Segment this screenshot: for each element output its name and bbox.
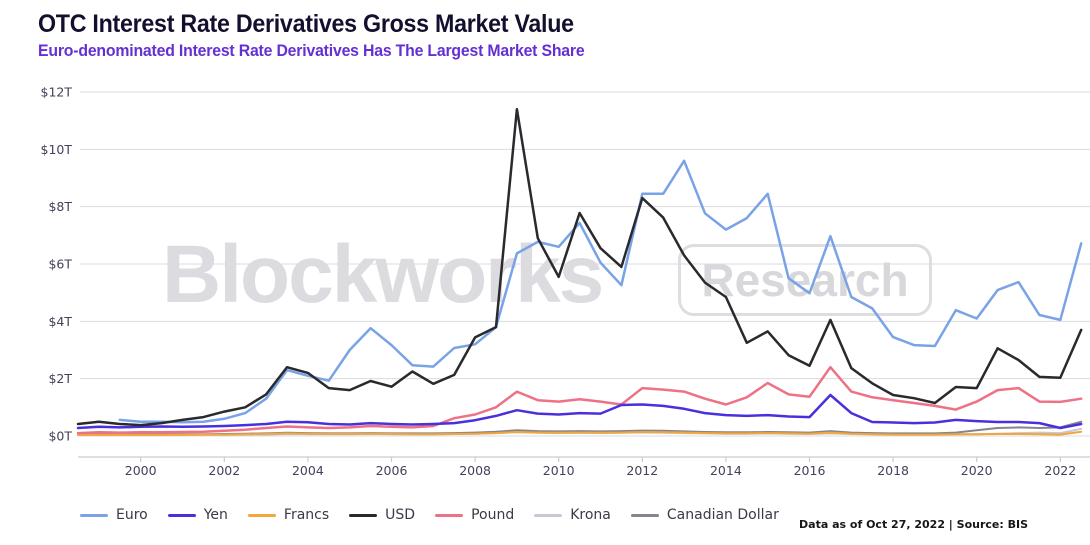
legend-item-yen: Yen [167, 507, 228, 523]
x-axis-tick-label: 2016 [794, 463, 826, 478]
legend: Euro Yen Francs USD Pound Krona Canadian Dolla… [80, 507, 799, 523]
legend-item-euro: Euro [80, 507, 148, 523]
legend-item-francs: Francs [247, 507, 330, 523]
x-axis-tick-label: 2018 [877, 463, 909, 478]
x-axis-tick-label: 2014 [710, 463, 742, 478]
legend-label: Francs [283, 507, 330, 523]
legend-label: USD [385, 507, 416, 523]
x-axis-tick-label: 2008 [459, 463, 491, 478]
watermark-research-badge: Research [678, 244, 932, 316]
legend-swatch-canadian-dollar [630, 513, 659, 517]
chart-header: OTC Interest Rate Derivatives Gross Mark… [38, 10, 626, 61]
x-axis-tick-label: 2004 [292, 463, 324, 478]
series-line-euro [118, 159, 1083, 424]
legend-swatch-francs [247, 513, 276, 517]
watermark-blockworks-logo: Blockworks [162, 229, 604, 320]
x-axis-tick-label: 2002 [208, 463, 240, 478]
legend-label: Euro [116, 507, 148, 523]
legend-label: Pound [471, 507, 515, 523]
y-axis-tick-label: $8T [48, 199, 72, 214]
y-axis-tick-label: $6T [48, 256, 72, 271]
y-axis-tick-label: $12T [41, 84, 73, 99]
series-line-pound [76, 365, 1083, 435]
chart-title: OTC Interest Rate Derivatives Gross Mark… [38, 10, 574, 38]
x-axis-tick-label: 2012 [626, 463, 658, 478]
legend-item-krona: Krona [534, 507, 611, 523]
series-line-francs [77, 430, 1083, 436]
y-axis-tick-label: $2T [48, 371, 72, 386]
series-line-yen [76, 393, 1083, 430]
legend-swatch-pound [435, 513, 464, 517]
legend-swatch-yen [167, 513, 196, 517]
legend-swatch-usd [349, 513, 378, 517]
legend-label: Canadian Dollar [666, 507, 779, 523]
x-axis-tick-label: 2022 [1044, 463, 1076, 478]
y-axis-tick-label: $10T [41, 142, 73, 157]
legend-item-usd: USD [349, 507, 415, 523]
legend-swatch-krona [534, 513, 563, 517]
legend-swatch-euro [80, 513, 108, 517]
series-line-usd [76, 107, 1083, 427]
legend-label: Yen [203, 507, 228, 523]
x-axis-tick-label: 2000 [125, 463, 157, 478]
legend-item-canadian-dollar: Canadian Dollar [630, 507, 779, 523]
x-axis-tick-label: 2006 [376, 463, 408, 478]
y-axis-tick-label: $4T [48, 314, 72, 329]
y-axis-tick-label: $0T [48, 429, 72, 444]
x-axis-tick-label: 2010 [543, 463, 575, 478]
chart-subtitle: Euro-denominated Interest Rate Derivativ… [38, 41, 585, 60]
data-source-note: Data as of Oct 27, 2022 | Source: BIS [799, 518, 1028, 531]
legend-item-pound: Pound [435, 507, 514, 523]
x-axis-tick-label: 2020 [961, 463, 993, 478]
legend-label: Krona [570, 507, 611, 523]
